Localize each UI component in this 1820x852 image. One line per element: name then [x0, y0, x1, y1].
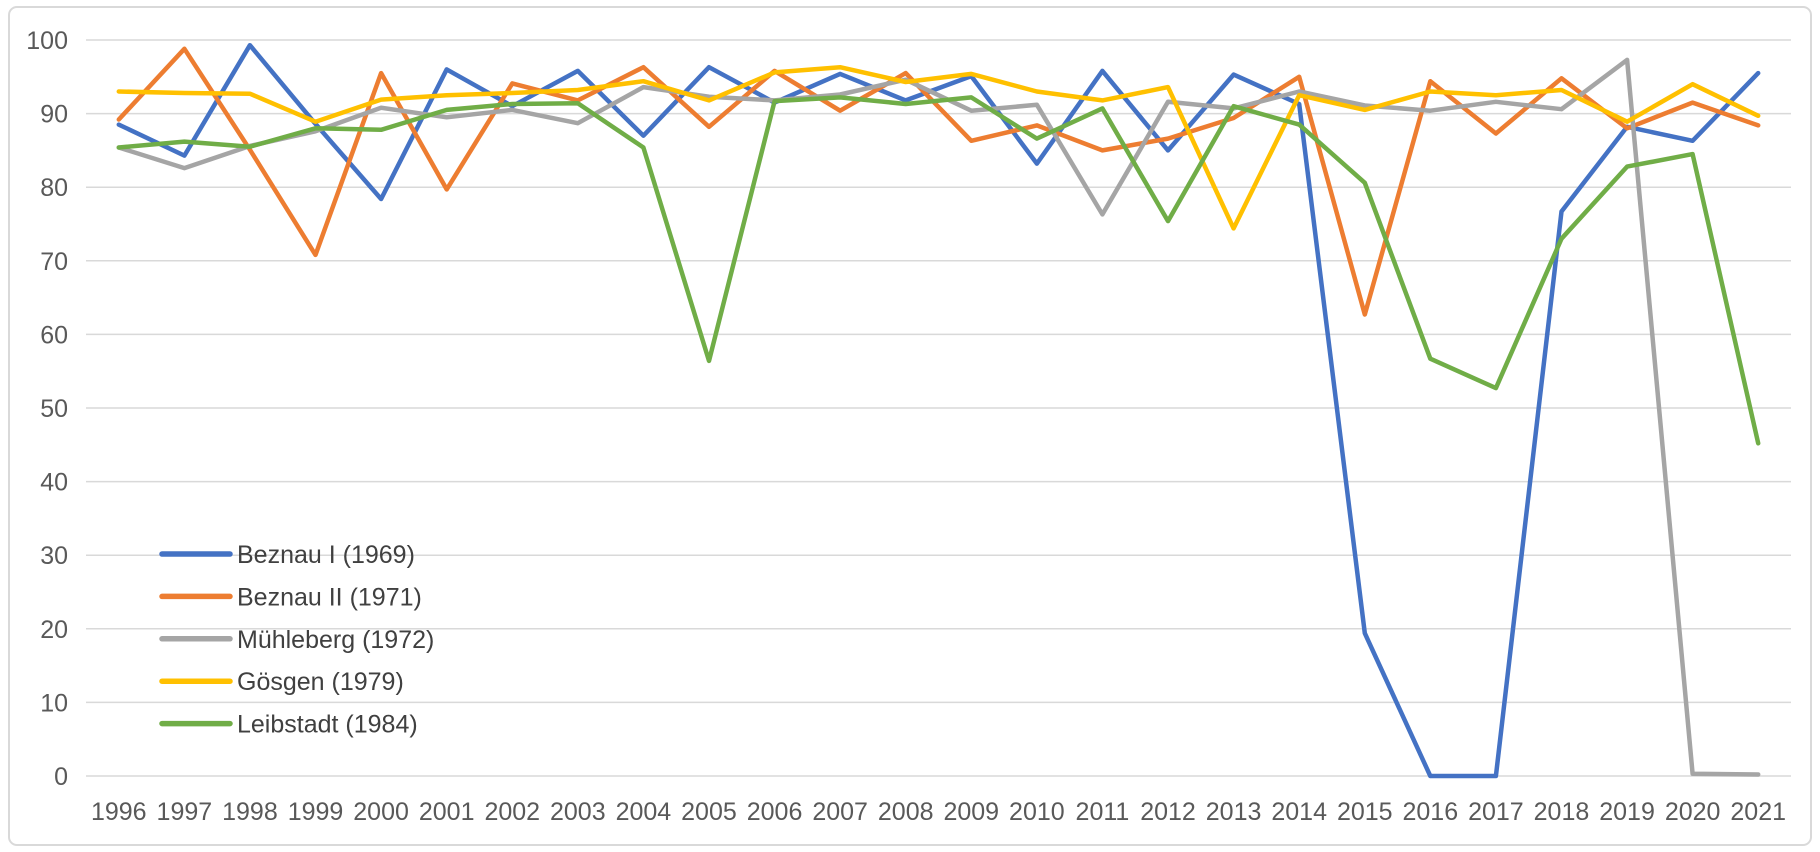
- y-axis-tick-label: 50: [40, 395, 68, 423]
- x-axis-tick-label: 2002: [484, 798, 540, 826]
- chart-border: [8, 6, 1812, 846]
- x-axis-tick-label: 2004: [616, 798, 672, 826]
- x-axis-tick-label: 2016: [1403, 798, 1459, 826]
- x-axis-tick-label: 2000: [353, 798, 409, 826]
- y-axis-tick-label: 40: [40, 469, 68, 497]
- x-axis-tick-label: 2014: [1271, 798, 1327, 826]
- y-axis-tick-label: 80: [40, 174, 68, 202]
- legend-item-m-hleberg-1972: Mühleberg (1972): [159, 626, 434, 654]
- legend-label-leibstadt-1984: Leibstadt (1984): [237, 711, 418, 739]
- x-axis-tick-label: 2020: [1665, 798, 1721, 826]
- x-axis-tick-label: 2008: [878, 798, 934, 826]
- x-axis-tick-label: 2006: [747, 798, 803, 826]
- x-axis-tick-label: 2003: [550, 798, 606, 826]
- y-axis-tick-label: 0: [54, 763, 68, 791]
- series-line-leibstadt-1984: [116, 95, 1761, 446]
- x-axis-tick-label: 1998: [222, 798, 278, 826]
- x-axis-tick-label: 2011: [1076, 798, 1130, 826]
- y-axis-tick-label: 90: [40, 101, 68, 129]
- y-axis-tick-label: 10: [40, 689, 68, 717]
- y-axis-tick-label: 70: [40, 248, 68, 276]
- x-axis-tick-label: 1997: [157, 798, 213, 826]
- legend-item-beznau-ii-1971: Beznau II (1971): [159, 583, 422, 611]
- legend-label-m-hleberg-1972: Mühleberg (1972): [237, 626, 434, 654]
- series-line-g-sgen-1979: [116, 64, 1761, 231]
- x-axis-tick-label: 2005: [681, 798, 737, 826]
- x-axis-tick-label: 1999: [288, 798, 344, 826]
- y-axis-tick-label: 30: [40, 542, 68, 570]
- x-axis-tick-label: 2010: [1009, 798, 1065, 826]
- legend-item-beznau-i-1969: Beznau I (1969): [159, 541, 415, 569]
- series-line-beznau-i-1969: [116, 42, 1761, 779]
- x-axis-tick-label: 2015: [1337, 798, 1393, 826]
- x-axis-tick-label: 2019: [1599, 798, 1655, 826]
- x-axis-tick-label: 2009: [943, 798, 999, 826]
- x-axis-tick-label: 2013: [1206, 798, 1262, 826]
- x-axis-tick-label: 2012: [1140, 798, 1196, 826]
- series-line-m-hleberg-1972: [116, 57, 1761, 777]
- y-axis-tick-label: 100: [26, 27, 68, 55]
- x-axis-tick-label: 1996: [91, 798, 147, 826]
- legend-label-beznau-ii-1971: Beznau II (1971): [237, 583, 422, 611]
- x-axis-tick-label: 2021: [1730, 798, 1786, 826]
- x-axis-tick-label: 2007: [812, 798, 868, 826]
- series-line-beznau-ii-1971: [116, 46, 1761, 317]
- y-axis-tick-label: 20: [40, 616, 68, 644]
- x-axis-tick-label: 2001: [419, 798, 475, 826]
- legend-label-beznau-i-1969: Beznau I (1969): [237, 541, 415, 569]
- legend-label-g-sgen-1979: Gösgen (1979): [237, 668, 404, 696]
- x-axis-tick-label: 2017: [1468, 798, 1524, 826]
- y-axis-tick-label: 60: [40, 321, 68, 349]
- legend-item-leibstadt-1984: Leibstadt (1984): [159, 711, 418, 739]
- x-axis-tick-label: 2018: [1534, 798, 1590, 826]
- legend-item-g-sgen-1979: Gösgen (1979): [159, 668, 404, 696]
